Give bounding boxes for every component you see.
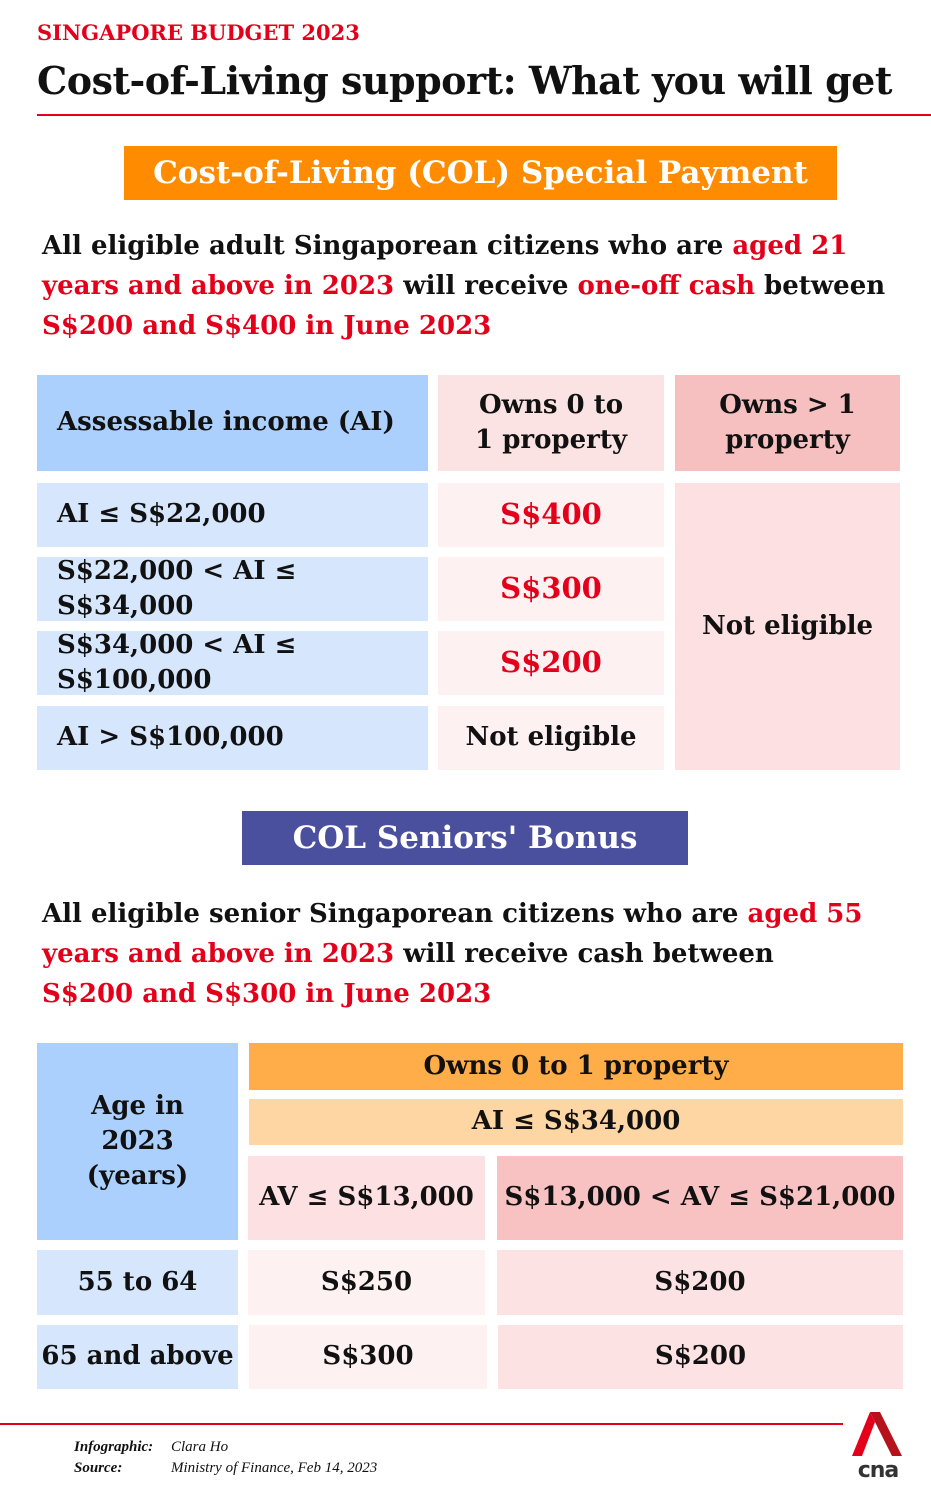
header-age: Age in 2023 (years) [37, 1043, 238, 1240]
intro-text: will receive [394, 271, 578, 301]
special-payment-intro: All eligible adult Singaporean citizens … [42, 226, 902, 346]
amount-cell: Not eligible [438, 706, 664, 770]
kicker: SINGAPORE BUDGET 2023 [37, 20, 360, 45]
intro-highlight: one-off cash [577, 271, 755, 301]
header-assessable-income: Assessable income (AI) [37, 375, 428, 471]
intro-text: between [754, 271, 886, 301]
income-row: S$34,000 < AI ≤ S$100,000 [37, 630, 428, 695]
header-property: Owns 0 to 1 property [249, 1043, 903, 1090]
special-payment-banner: Cost-of-Living (COL) Special Payment [124, 146, 837, 200]
intro-text: All eligible adult Singaporean citizens … [42, 231, 733, 261]
footer-divider [0, 1423, 843, 1425]
amount-cell: S$300 [249, 1325, 487, 1389]
source-value: Ministry of Finance, Feb 14, 2023 [171, 1460, 378, 1476]
header-av-high: S$13,000 < AV ≤ S$21,000 [497, 1156, 903, 1240]
multi-property-not-eligible: Not eligible [675, 483, 900, 770]
amount-cell: S$200 [438, 631, 664, 695]
cna-logo-text: cna [857, 1458, 900, 1483]
amount-cell: S$200 [498, 1325, 903, 1389]
source-label: Source: [74, 1460, 123, 1476]
age-cell: 65 and above [37, 1325, 238, 1389]
credit-label: Infographic: [74, 1439, 154, 1455]
intro-highlight: S$200 and S$400 in June 2023 [42, 311, 492, 341]
amount-cell: S$250 [248, 1250, 485, 1315]
cna-logo: cna [850, 1412, 906, 1482]
header-owns-more: Owns > 1 property [675, 375, 900, 471]
header-income: AI ≤ S$34,000 [249, 1099, 903, 1145]
amount-cell: S$300 [438, 557, 664, 621]
intro-text: will receive cash between [394, 939, 774, 969]
age-cell: 55 to 64 [37, 1250, 238, 1315]
title-divider [37, 114, 931, 116]
amount-cell: S$400 [438, 483, 664, 547]
header-av-low: AV ≤ S$13,000 [248, 1156, 485, 1240]
cna-logo-mark-icon [852, 1412, 902, 1456]
seniors-bonus-intro: All eligible senior Singaporean citizens… [42, 894, 902, 1014]
credit-value: Clara Ho [171, 1439, 229, 1455]
intro-highlight: aged 55 years and above in 2023 [42, 899, 863, 969]
page-title: Cost-of-Living support: What you will ge… [37, 58, 892, 103]
intro-highlight: aged 21 years and above in 2023 [42, 231, 848, 301]
intro-highlight: S$200 and S$300 in June 2023 [42, 979, 492, 1009]
header-owns-0-1: Owns 0 to 1 property [438, 375, 664, 471]
income-row: S$22,000 < AI ≤ S$34,000 [37, 556, 428, 621]
income-row: AI ≤ S$22,000 [37, 483, 428, 547]
amount-cell: S$200 [497, 1250, 903, 1315]
income-row: AI > S$100,000 [37, 706, 428, 770]
seniors-bonus-banner: COL Seniors' Bonus [242, 811, 688, 865]
intro-text: All eligible senior Singaporean citizens… [42, 899, 748, 929]
